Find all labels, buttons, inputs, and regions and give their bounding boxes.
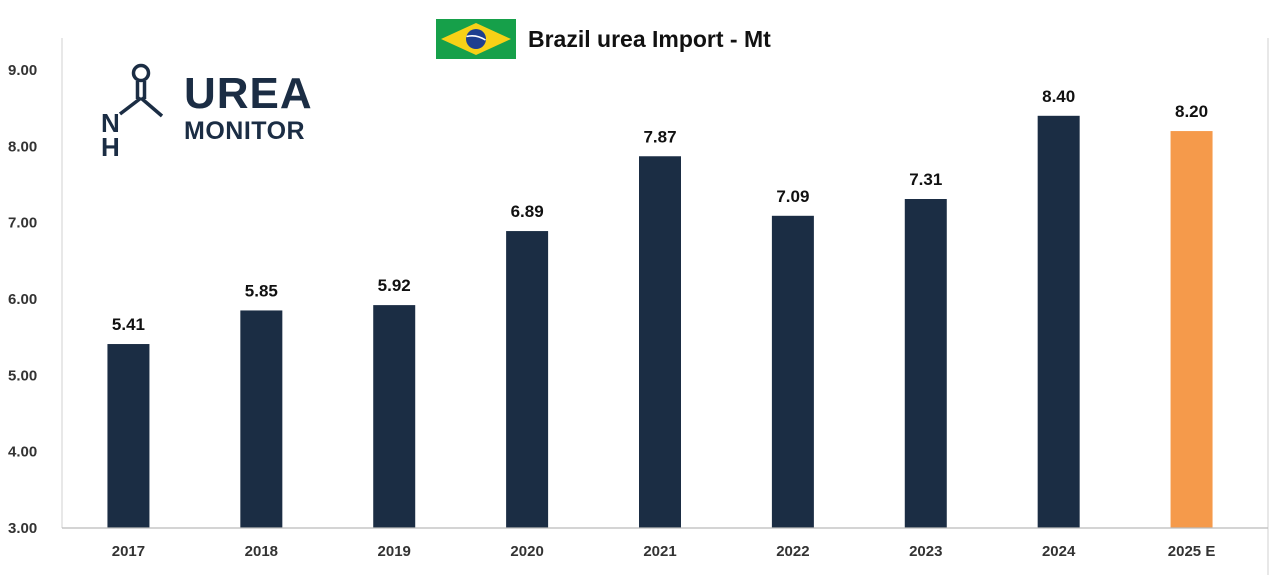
- bar: [373, 305, 416, 528]
- chart-title: Brazil urea Import - Mt: [528, 25, 771, 52]
- data-label: 6.89: [511, 202, 544, 221]
- y-tick-label: 7.00: [8, 215, 37, 232]
- brazil-flag-icon: [436, 19, 516, 59]
- bar: [1037, 115, 1080, 529]
- y-tick-label: 5.00: [8, 367, 37, 384]
- x-tick-label: 2021: [643, 543, 676, 560]
- data-label: 8.20: [1175, 102, 1208, 121]
- data-label: 7.09: [776, 187, 809, 206]
- data-label: 7.31: [909, 170, 942, 189]
- data-label: 5.85: [245, 281, 278, 300]
- y-tick-label: 8.00: [8, 138, 37, 155]
- bar: [639, 156, 681, 529]
- bar: [1170, 131, 1213, 529]
- bar: [771, 215, 814, 528]
- y-tick-label: 3.00: [8, 520, 37, 537]
- bar: [240, 310, 283, 528]
- bar: [904, 199, 947, 528]
- x-tick-label: 2022: [776, 543, 809, 560]
- bar: [506, 231, 549, 528]
- logo-line2: MONITOR: [184, 117, 306, 145]
- y-tick-label: 9.00: [8, 62, 37, 79]
- x-tick-label: 2018: [245, 543, 278, 560]
- data-label: 5.92: [378, 276, 411, 295]
- x-tick-label: 2020: [510, 543, 543, 560]
- y-tick-label: 4.00: [8, 444, 37, 461]
- logo-wordmark: UREA MONITOR: [184, 72, 313, 144]
- data-label: 7.87: [643, 127, 676, 146]
- urea-molecule-icon: N H: [101, 63, 164, 162]
- x-tick-label: 2023: [909, 543, 942, 560]
- data-label: 8.40: [1042, 87, 1075, 106]
- y-tick-label: 6.00: [8, 291, 37, 308]
- x-tick-label: 2019: [378, 543, 411, 560]
- bar: [107, 344, 150, 528]
- x-tick-label: 2017: [112, 543, 145, 560]
- svg-text:H: H: [101, 132, 120, 162]
- x-tick-label: 2024: [1042, 543, 1076, 560]
- svg-text:N: N: [101, 108, 120, 138]
- data-label: 5.41: [112, 315, 145, 334]
- chart-header: Brazil urea Import - Mt: [436, 18, 771, 60]
- logo-line1: UREA: [184, 69, 313, 118]
- x-tick-label: 2025 E: [1168, 543, 1216, 560]
